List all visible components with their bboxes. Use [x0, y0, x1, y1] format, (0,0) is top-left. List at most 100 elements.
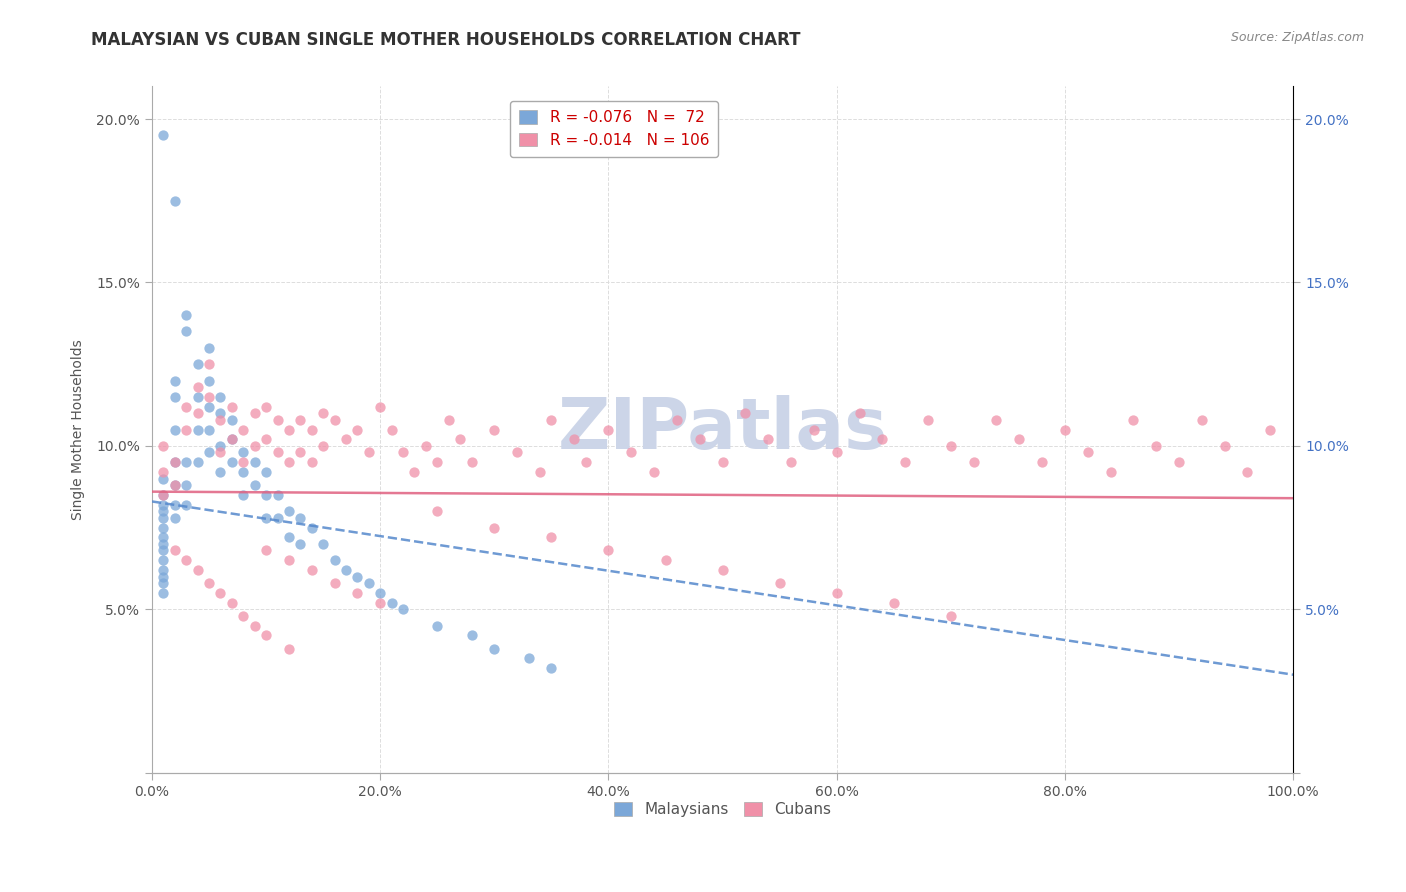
Point	[540, 413, 562, 427]
Point	[301, 520, 323, 534]
Point	[689, 433, 711, 447]
Point	[254, 400, 277, 414]
Point	[152, 553, 174, 567]
Point	[243, 406, 266, 420]
Point	[187, 406, 209, 420]
Point	[825, 445, 848, 459]
Point	[562, 433, 585, 447]
Point	[152, 530, 174, 544]
Point	[962, 455, 984, 469]
Point	[1168, 455, 1191, 469]
Point	[198, 445, 221, 459]
Point	[232, 608, 254, 623]
Point	[209, 586, 232, 600]
Point	[221, 596, 243, 610]
Point	[711, 455, 734, 469]
Point	[163, 455, 186, 469]
Point	[540, 530, 562, 544]
Point	[163, 194, 186, 208]
Point	[163, 498, 186, 512]
Point	[152, 520, 174, 534]
Point	[174, 478, 197, 492]
Point	[278, 530, 301, 544]
Point	[232, 465, 254, 479]
Point	[301, 423, 323, 437]
Point	[301, 563, 323, 577]
Point	[449, 433, 471, 447]
Point	[1008, 433, 1031, 447]
Point	[198, 400, 221, 414]
Point	[152, 498, 174, 512]
Point	[529, 465, 551, 479]
Point	[187, 563, 209, 577]
Point	[872, 433, 894, 447]
Point	[484, 423, 506, 437]
Text: Source: ZipAtlas.com: Source: ZipAtlas.com	[1230, 31, 1364, 45]
Point	[290, 510, 312, 524]
Point	[437, 413, 460, 427]
Point	[1191, 413, 1213, 427]
Point	[198, 341, 221, 355]
Point	[187, 357, 209, 371]
Point	[1031, 455, 1053, 469]
Point	[1053, 423, 1076, 437]
Point	[323, 576, 346, 591]
Point	[1213, 439, 1236, 453]
Point	[643, 465, 665, 479]
Point	[290, 445, 312, 459]
Point	[484, 520, 506, 534]
Point	[301, 455, 323, 469]
Point	[163, 478, 186, 492]
Point	[209, 445, 232, 459]
Point	[278, 455, 301, 469]
Point	[174, 423, 197, 437]
Point	[392, 445, 415, 459]
Point	[266, 510, 288, 524]
Point	[654, 553, 676, 567]
Point	[152, 586, 174, 600]
Point	[243, 478, 266, 492]
Point	[163, 510, 186, 524]
Point	[540, 661, 562, 675]
Point	[221, 400, 243, 414]
Point	[187, 423, 209, 437]
Point	[1122, 413, 1144, 427]
Point	[152, 504, 174, 518]
Point	[221, 455, 243, 469]
Point	[163, 455, 186, 469]
Point	[266, 488, 288, 502]
Point	[883, 596, 905, 610]
Point	[426, 504, 449, 518]
Point	[426, 618, 449, 632]
Point	[232, 455, 254, 469]
Point	[254, 628, 277, 642]
Point	[506, 445, 529, 459]
Point	[278, 641, 301, 656]
Text: ZIPatlas: ZIPatlas	[558, 395, 887, 464]
Point	[266, 413, 288, 427]
Point	[734, 406, 756, 420]
Point	[1236, 465, 1258, 479]
Point	[346, 423, 368, 437]
Point	[312, 406, 335, 420]
Point	[460, 455, 482, 469]
Point	[335, 563, 357, 577]
Point	[243, 455, 266, 469]
Point	[152, 569, 174, 583]
Point	[939, 608, 962, 623]
Point	[278, 553, 301, 567]
Point	[368, 586, 391, 600]
Point	[780, 455, 803, 469]
Point	[174, 308, 197, 322]
Point	[152, 472, 174, 486]
Point	[769, 576, 792, 591]
Point	[575, 455, 598, 469]
Point	[174, 498, 197, 512]
Point	[517, 651, 540, 665]
Point	[598, 423, 620, 437]
Point	[254, 465, 277, 479]
Point	[323, 413, 346, 427]
Point	[756, 433, 779, 447]
Point	[278, 423, 301, 437]
Point	[312, 537, 335, 551]
